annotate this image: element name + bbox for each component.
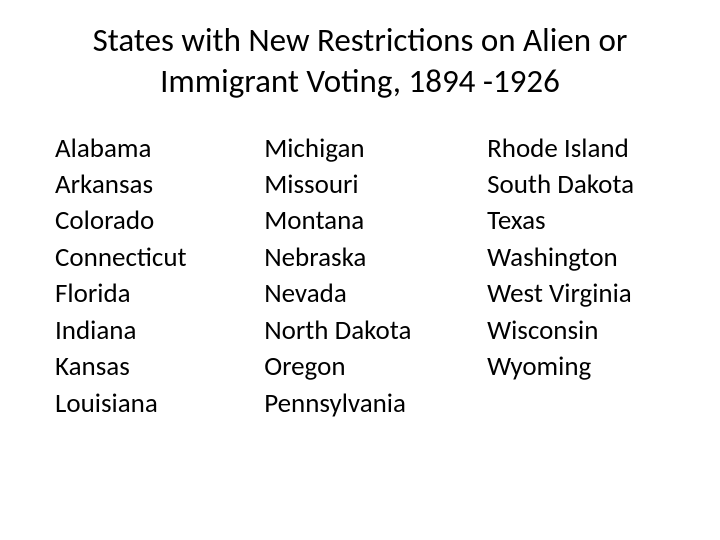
list-item: Florida [55, 276, 224, 312]
list-item: Louisiana [55, 386, 224, 422]
list-item: Connecticut [55, 240, 224, 276]
list-item: Arkansas [55, 167, 224, 203]
list-item: Kansas [55, 349, 224, 385]
list-item: North Dakota [264, 313, 447, 349]
column-2: Michigan Missouri Montana Nebraska Nevad… [264, 131, 447, 423]
list-item: Wisconsin [487, 313, 670, 349]
list-item: West Virginia [487, 276, 670, 312]
list-item: Nebraska [264, 240, 447, 276]
states-columns: Alabama Arkansas Colorado Connecticut Fl… [50, 131, 670, 423]
list-item: South Dakota [487, 167, 670, 203]
list-item: Indiana [55, 313, 224, 349]
list-item: Alabama [55, 131, 224, 167]
list-item: Rhode Island [487, 131, 670, 167]
list-item: Oregon [264, 349, 447, 385]
list-item: Missouri [264, 167, 447, 203]
page-title: States with New Restrictions on Alien or… [50, 20, 670, 103]
column-1: Alabama Arkansas Colorado Connecticut Fl… [55, 131, 224, 423]
column-3: Rhode Island South Dakota Texas Washingt… [487, 131, 670, 423]
list-item: Pennsylvania [264, 386, 447, 422]
list-item: Montana [264, 203, 447, 239]
list-item: Nevada [264, 276, 447, 312]
list-item: Texas [487, 203, 670, 239]
list-item: Wyoming [487, 349, 670, 385]
list-item: Michigan [264, 131, 447, 167]
list-item: Colorado [55, 203, 224, 239]
list-item: Washington [487, 240, 670, 276]
